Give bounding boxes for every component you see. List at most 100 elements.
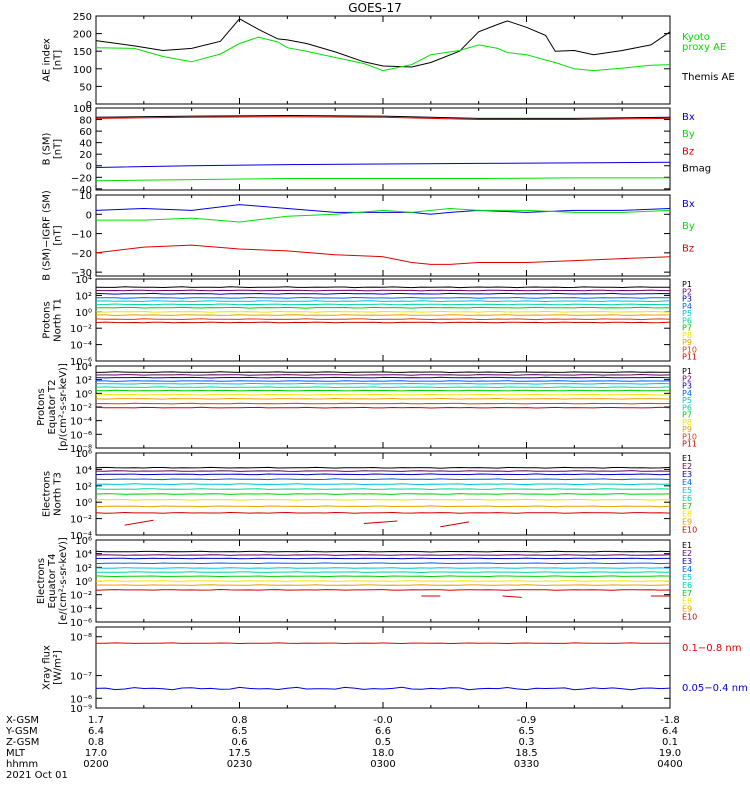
- panel-8-ylabel: Xray flux: [42, 645, 53, 690]
- legend-p4: P4: [682, 302, 692, 311]
- y-tick-label: 10⁴: [75, 550, 92, 561]
- x-tick-value: 6.4: [88, 726, 104, 737]
- flux-channel-e9: [96, 584, 671, 586]
- flux-channel-p2: [96, 289, 671, 292]
- legend-e7: E7: [682, 589, 692, 598]
- flux-channel-p7: [95, 306, 671, 309]
- legend-e7: E7: [682, 502, 692, 511]
- legend-p10: P10: [682, 432, 697, 441]
- legend-e3: E3: [682, 470, 692, 479]
- series-by: [95, 177, 670, 182]
- panel-2-ylabel: B (SM): [42, 132, 53, 165]
- y-tick-label: 10⁻⁶: [70, 430, 92, 441]
- legend-p9: P9: [682, 425, 692, 434]
- flux-channel-p1: [95, 286, 671, 289]
- panel-1-ylabel: [nT]: [53, 50, 64, 70]
- legend-p9: P9: [682, 338, 692, 347]
- series-themis-ae: [95, 18, 671, 68]
- y-tick-label: −20: [71, 249, 92, 260]
- legend-e4: E4: [682, 565, 692, 574]
- legend-bz: Bz: [682, 146, 694, 157]
- x-tick-value: -1.8: [660, 715, 680, 726]
- x-tick-value: 6.6: [375, 726, 391, 737]
- panel-5-ylabel: [p/(cm²-s-sr-keV)]: [58, 363, 69, 451]
- y-tick-label: 10⁻²: [70, 591, 92, 602]
- panel-5-ylabel: Equator T2: [47, 380, 58, 435]
- legend-kyoto: Kyoto: [682, 32, 710, 43]
- y-tick-label: 60: [79, 127, 92, 138]
- legend-e10: E10: [682, 613, 697, 622]
- legend-p7: P7: [682, 411, 692, 420]
- legend-e8: E8: [682, 510, 692, 519]
- y-tick-label: 10⁻⁴: [70, 604, 92, 615]
- x-row-label: X-GSM: [6, 715, 39, 726]
- y-tick-label: 10²: [75, 482, 92, 493]
- y-tick-label: −20: [71, 173, 92, 184]
- y-tick-label: 10⁻⁶: [70, 618, 92, 629]
- x-tick-value: 0.1: [662, 737, 678, 748]
- x-tick-value: 0230: [227, 759, 252, 770]
- y-tick-label: 0: [86, 162, 92, 173]
- panel-7-ylabel: Equator T4: [47, 554, 58, 609]
- legend-themis-ae: Themis AE: [681, 72, 735, 83]
- flux-channel-p6: [95, 386, 671, 389]
- flux-fragment: [124, 519, 154, 526]
- flux-channel-p3: [95, 292, 671, 295]
- legend-p6: P6: [682, 316, 692, 325]
- x-tick-value: -0.9: [517, 715, 537, 726]
- legend-p2: P2: [682, 287, 692, 296]
- legend-e8: E8: [682, 597, 692, 606]
- y-tick-label: 10⁴: [75, 362, 92, 373]
- legend-p7: P7: [682, 324, 692, 333]
- flux-channel-e7: [95, 575, 671, 578]
- flux-channel-e2: [95, 554, 671, 556]
- flux-channel-e10: [95, 588, 671, 591]
- legend-e6: E6: [682, 581, 692, 590]
- series-xray-2: [95, 686, 671, 691]
- legend-p4: P4: [682, 389, 692, 398]
- panel-3-ylabel: B (SM)−IGRF (SM): [42, 190, 53, 281]
- x-tick-value: 0.6: [232, 737, 248, 748]
- x-row-label: Y-GSM: [5, 726, 38, 737]
- y-tick-label: 200: [73, 30, 92, 41]
- date-label: 2021 Oct 01: [6, 770, 68, 781]
- y-tick-label: 10⁰: [75, 389, 92, 400]
- x-tick-value: 0400: [657, 759, 682, 770]
- y-tick-label: 0: [86, 100, 92, 111]
- flux-fragment: [363, 520, 398, 525]
- y-tick-label: 100: [73, 65, 92, 76]
- y-tick-label: −10: [71, 230, 92, 241]
- x-tick-value: -0.0: [373, 715, 393, 726]
- legend-e4: E4: [682, 478, 692, 487]
- legend-e1: E1: [682, 454, 692, 463]
- legend-p5: P5: [682, 309, 692, 318]
- panel-3-ylabel: [nT]: [53, 225, 64, 245]
- y-tick-label: 10²: [75, 291, 92, 302]
- panel-2-ylabel: [nT]: [53, 139, 64, 159]
- panel-3-frame: [95, 194, 671, 277]
- legend-e5: E5: [682, 486, 692, 495]
- series-bz: [95, 244, 671, 265]
- panel-7-ylabel: Electrons: [36, 558, 47, 604]
- legend-e5: E5: [682, 573, 692, 582]
- flux-channel-p4: [96, 380, 671, 382]
- y-tick-label: 10⁻⁴: [70, 341, 92, 352]
- y-tick-label: 10⁴: [75, 275, 92, 286]
- legend-bz: Bz: [682, 243, 694, 254]
- y-tick-label: 80: [79, 116, 92, 127]
- legend-e3: E3: [682, 557, 692, 566]
- y-tick-label: 0: [86, 210, 92, 221]
- y-tick-label: 10²: [75, 563, 92, 574]
- flux-channel-p10: [95, 402, 671, 405]
- panel-1-ylabel: AE index: [42, 38, 53, 82]
- flux-channel-p2: [95, 373, 671, 376]
- x-tick-value: 17.5: [228, 748, 250, 759]
- legend-e9: E9: [682, 518, 692, 527]
- y-tick-label: 40: [79, 139, 92, 150]
- y-tick-label: 10⁻⁶: [70, 357, 92, 368]
- flux-channel-e6: [96, 571, 670, 574]
- series-bx: [95, 161, 671, 168]
- flux-channel-e9: [95, 505, 671, 508]
- flux-channel-e7: [95, 493, 671, 495]
